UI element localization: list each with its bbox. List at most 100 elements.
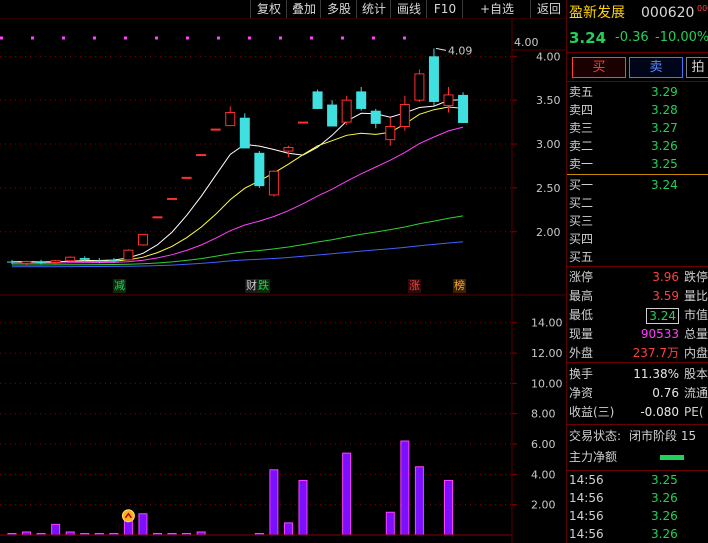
tick-row-0[interactable]: 14:56 3.25 bbox=[567, 472, 708, 489]
candle-body bbox=[254, 152, 265, 187]
price-tick-label: 4.00 bbox=[536, 50, 561, 63]
toolbar-button-7[interactable]: 返回 bbox=[530, 0, 567, 18]
tick-row-1[interactable]: 14:56 3.26 bbox=[567, 490, 708, 507]
vol-tick-label: 8.00 bbox=[531, 408, 556, 421]
candle-body bbox=[196, 154, 207, 157]
ma60-line bbox=[12, 215, 464, 266]
toolbar-button-6[interactable]: +自选 bbox=[462, 0, 531, 18]
event-marker-4[interactable]: 榜 bbox=[453, 279, 466, 293]
stock-name[interactable]: 盈新发展 bbox=[569, 5, 625, 21]
ma5-line bbox=[12, 99, 464, 263]
stat-label: 现量 bbox=[569, 327, 594, 341]
stat-label-2: 市值 bbox=[684, 308, 708, 322]
net-flow-row: 主力净额 bbox=[567, 449, 708, 466]
stat-label-2: 内盘 bbox=[684, 346, 708, 360]
stat2-label: 换手 bbox=[569, 367, 594, 381]
price-line: 3.24 -0.36 -10.00% bbox=[567, 28, 708, 48]
stat2-label: 净资 bbox=[569, 386, 594, 400]
event-marker-0[interactable]: 减 bbox=[113, 279, 126, 293]
stat2-row-1[interactable]: 净资 0.76 流通 bbox=[567, 385, 708, 402]
candle-body bbox=[225, 111, 236, 127]
stat-label-2: 量比 bbox=[684, 289, 708, 303]
stat-row-4[interactable]: 外盘 237.7万 内盘 bbox=[567, 345, 708, 362]
stat2-label: 收益(三) bbox=[569, 405, 615, 419]
sell-button[interactable]: 卖 bbox=[629, 57, 683, 78]
stat2-row-2[interactable]: 收益(三) -0.080 PE( bbox=[567, 404, 708, 421]
candle-body bbox=[137, 233, 148, 246]
event-marker-3[interactable]: 涨 bbox=[408, 279, 421, 293]
price-tick-label: 2.50 bbox=[536, 182, 561, 195]
stat-label-2: 跌停 bbox=[684, 270, 708, 284]
buy-button[interactable]: 买 bbox=[572, 57, 626, 78]
candle-body bbox=[210, 128, 221, 131]
event-marker-2[interactable]: 跌 bbox=[257, 279, 270, 293]
sell-level-label: 卖三 bbox=[569, 121, 594, 135]
candle-body bbox=[356, 91, 367, 109]
candle-body bbox=[50, 260, 61, 263]
sell-level-3[interactable]: 卖三 3.27 bbox=[567, 120, 708, 137]
more-trade-button[interactable]: 拍 bbox=[686, 57, 708, 78]
buy-level-label: 买三 bbox=[569, 214, 594, 228]
candle-body bbox=[414, 73, 425, 101]
toolbar-button-5[interactable]: F10 bbox=[426, 0, 463, 18]
high-pointer bbox=[435, 47, 447, 51]
stat2-row-0[interactable]: 换手 11.38% 股本 bbox=[567, 366, 708, 383]
price-tick-label: 3.50 bbox=[536, 94, 561, 107]
stat2-label-2: PE( bbox=[684, 405, 704, 419]
vol-tick-label: 10.00 bbox=[531, 377, 563, 390]
toolbar-button-3[interactable]: 统计 bbox=[356, 0, 391, 18]
stock-code: 000620 bbox=[641, 5, 695, 21]
buy-level-label: 买一 bbox=[569, 178, 594, 192]
toolbar-button-1[interactable]: 叠加 bbox=[286, 0, 321, 18]
tick-time: 14:56 bbox=[569, 509, 604, 523]
stat-label: 最高 bbox=[569, 289, 594, 303]
sell-level-1[interactable]: 卖一 3.25 bbox=[567, 156, 708, 173]
price-top-label: 4.00 bbox=[514, 36, 539, 49]
candle-body bbox=[268, 170, 279, 196]
buy-level-2[interactable]: 买二 bbox=[567, 195, 708, 212]
price-change-pct: -10.00% bbox=[655, 30, 708, 45]
toolbar-button-0[interactable]: 复权 bbox=[250, 0, 287, 18]
candle-body bbox=[370, 110, 381, 124]
candle-body bbox=[21, 261, 32, 264]
tick-row-2[interactable]: 14:56 3.26 bbox=[567, 508, 708, 525]
volume-chart-area[interactable]: 2.00 4.00 6.00 8.00 10.00 12.00 14.00 bbox=[0, 317, 563, 536]
sell-level-5[interactable]: 卖五 3.29 bbox=[567, 84, 708, 101]
stat-label-2: 总量 bbox=[684, 327, 708, 341]
event-marker-1[interactable]: 财 bbox=[245, 279, 258, 293]
sell-level-2[interactable]: 卖二 3.26 bbox=[567, 138, 708, 155]
sell-level-price: 3.27 bbox=[651, 121, 678, 135]
stat-row-0[interactable]: 涨停 3.96 跌停 bbox=[567, 269, 708, 286]
stat-row-1[interactable]: 最高 3.59 量比 bbox=[567, 288, 708, 305]
candle-body bbox=[399, 104, 410, 127]
sell-level-label: 卖五 bbox=[569, 85, 594, 99]
toolbar-button-4[interactable]: 画线 bbox=[390, 0, 427, 18]
buy-level-label: 买二 bbox=[569, 196, 594, 210]
candle-body bbox=[298, 121, 308, 124]
buy-level-1[interactable]: 买一 3.24 bbox=[567, 177, 708, 194]
vol-tick-label: 14.00 bbox=[531, 317, 563, 330]
toolbar-button-2[interactable]: 多股 bbox=[320, 0, 357, 18]
sell-level-4[interactable]: 卖四 3.28 bbox=[567, 102, 708, 119]
tick-time: 14:56 bbox=[569, 491, 604, 505]
stat-row-2[interactable]: 最低 3.24 市值 bbox=[567, 307, 708, 324]
high-annotation: 4.09 bbox=[448, 44, 473, 57]
kline-chart[interactable]: 4.004.003.503.002.502.004.09 2.004.006.0… bbox=[0, 0, 566, 543]
stat2-label-2: 股本 bbox=[684, 367, 708, 381]
stat-value: 237.7万 bbox=[632, 346, 679, 360]
tick-row-3[interactable]: 14:56 3.26 bbox=[567, 526, 708, 543]
buy-level-3[interactable]: 买三 bbox=[567, 213, 708, 230]
volume-bar bbox=[269, 469, 279, 536]
stat-row-3[interactable]: 现量 90533 总量 bbox=[567, 326, 708, 343]
candle-body bbox=[7, 261, 17, 263]
candle-body bbox=[385, 125, 396, 141]
buy-level-4[interactable]: 买四 bbox=[567, 231, 708, 248]
buy-level-5[interactable]: 买五 bbox=[567, 249, 708, 266]
price-chart-area[interactable]: 4.004.00 3.50 3.00 2.50 2.00 4.09 bbox=[0, 36, 566, 268]
volume-bar bbox=[283, 522, 293, 536]
sell-level-price: 3.28 bbox=[651, 103, 678, 117]
trading-status: 交易状态: 闭市阶段 15 bbox=[567, 428, 708, 445]
price-tick-label: 3.00 bbox=[536, 138, 561, 151]
candle-body bbox=[152, 216, 163, 219]
sell-level-price: 3.25 bbox=[651, 157, 678, 171]
